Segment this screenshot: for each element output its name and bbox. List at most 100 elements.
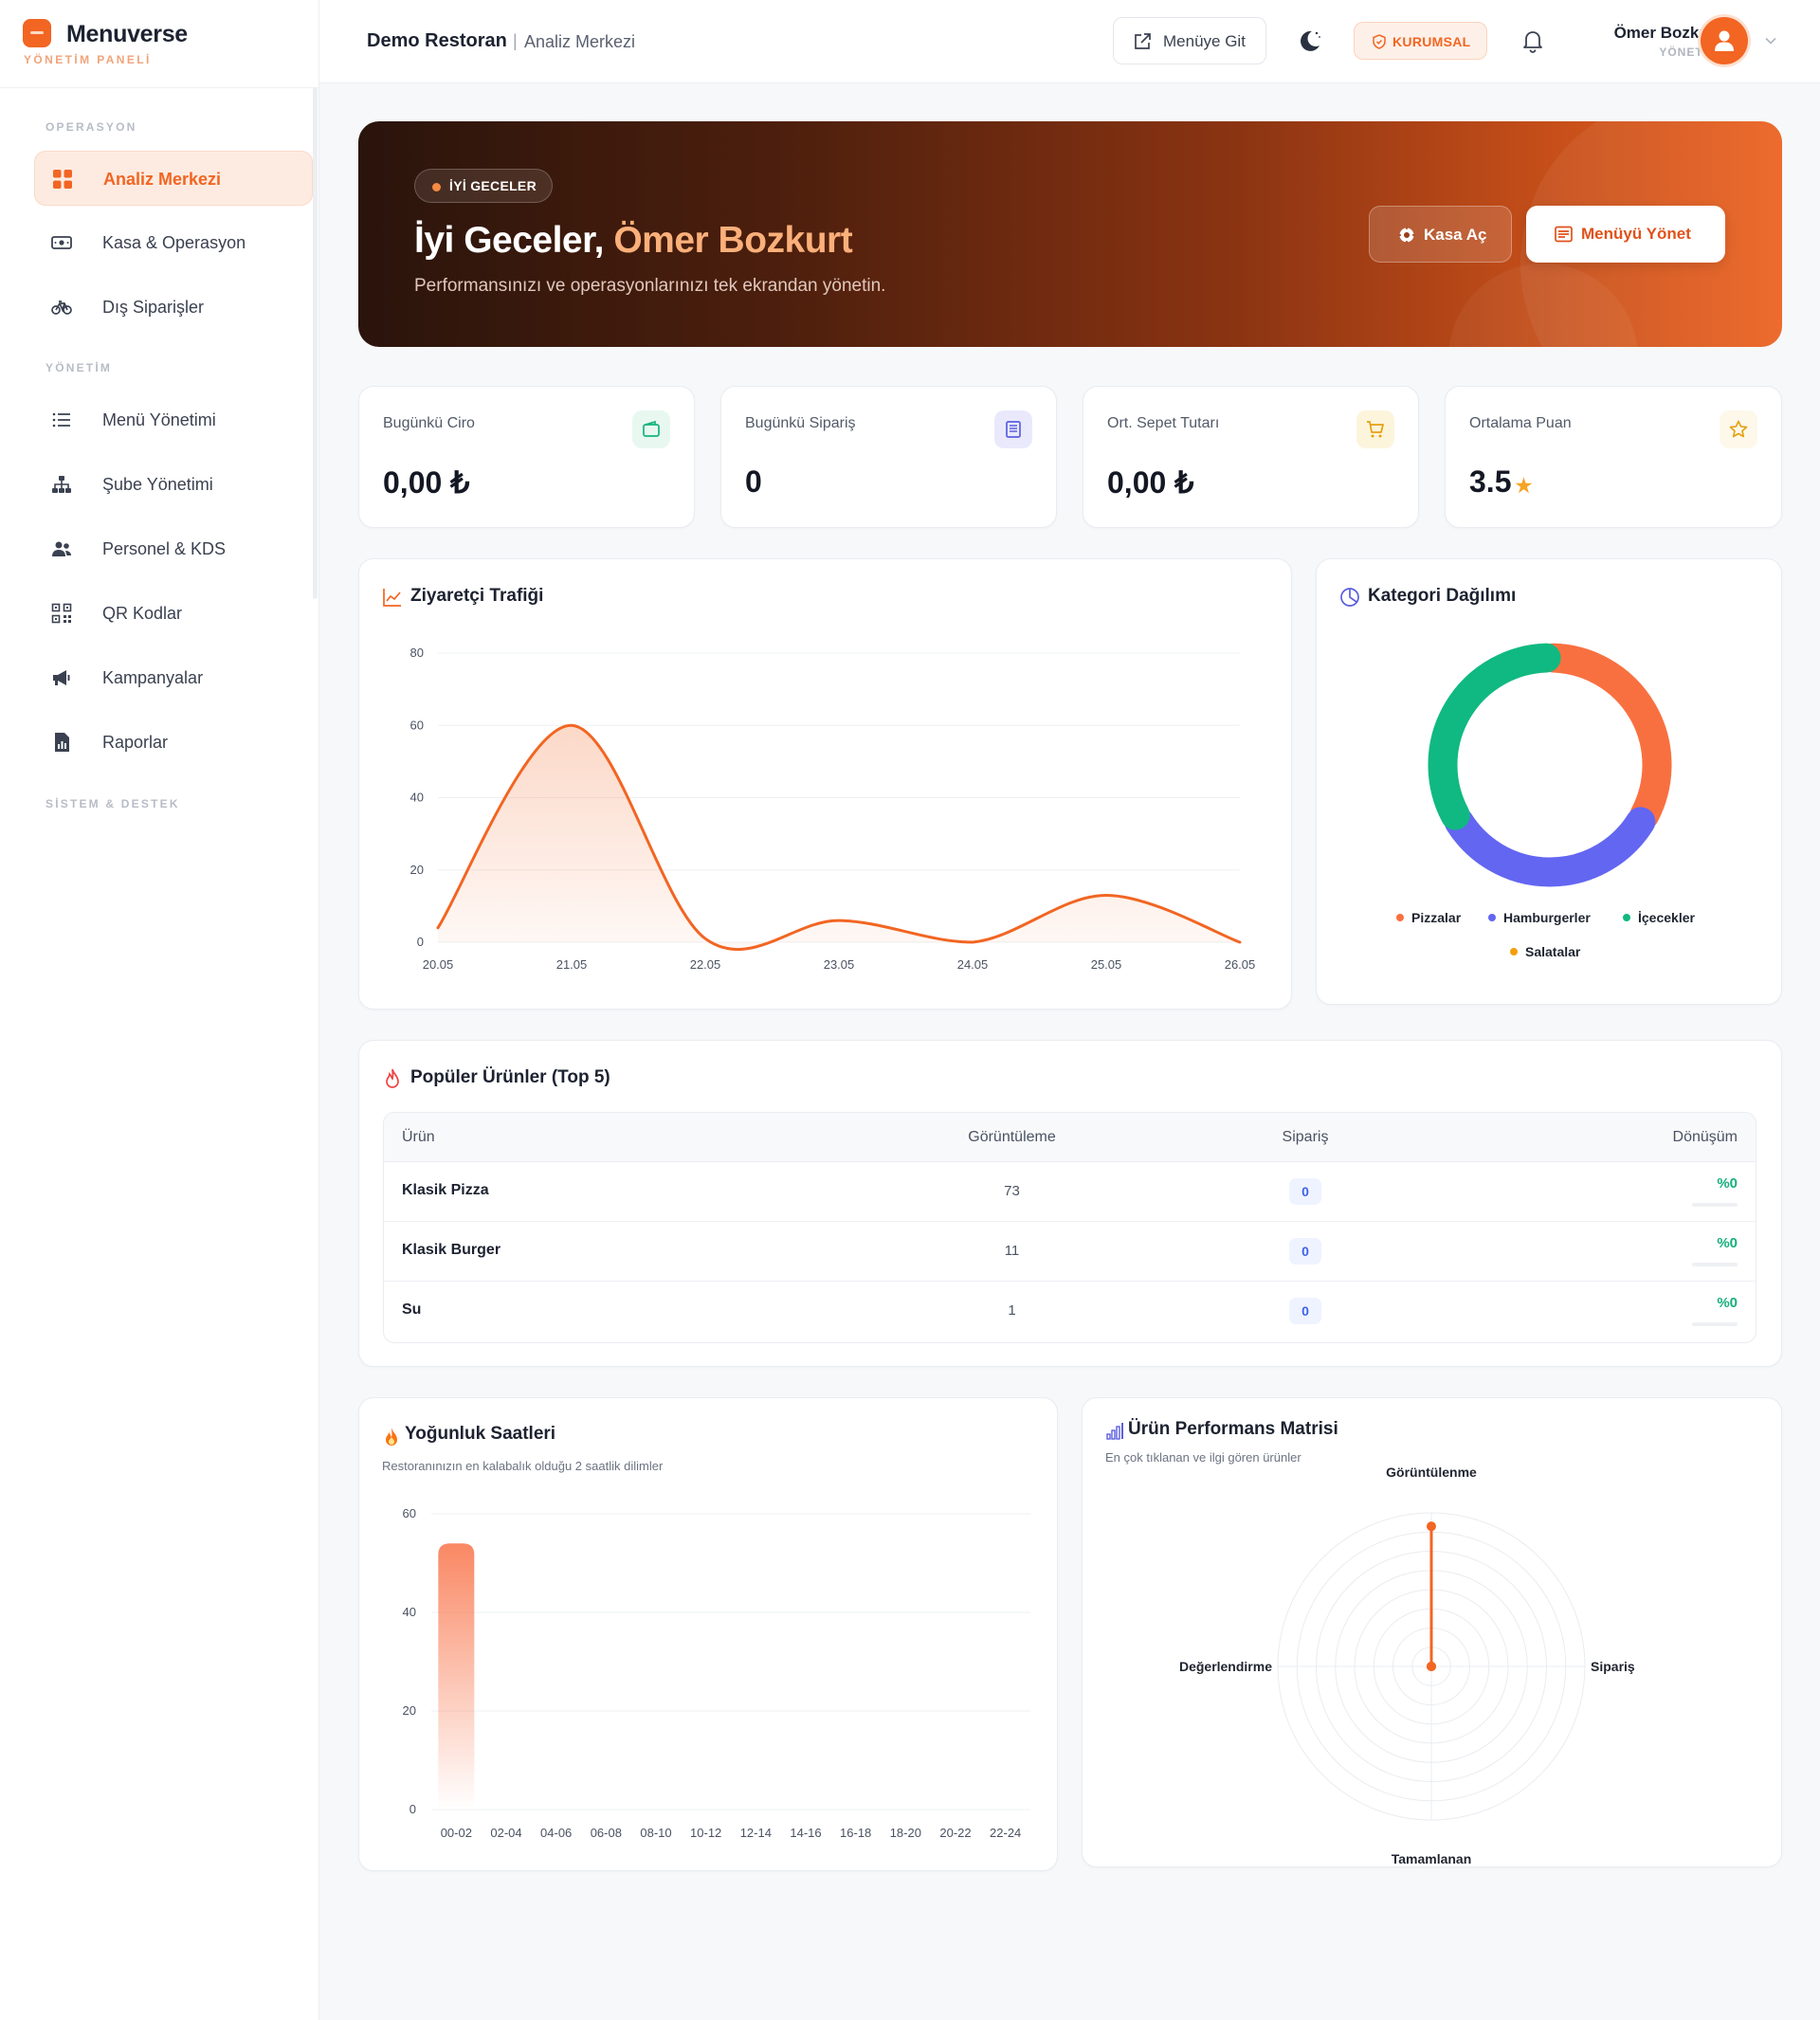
sidebar-scrollbar[interactable] — [313, 87, 318, 599]
legend-item[interactable]: Salatalar — [1510, 944, 1580, 959]
x-tick-label: 24.05 — [957, 957, 989, 972]
shield-icon — [1373, 34, 1386, 49]
card-title: Popüler Ürünler (Top 5) — [410, 1067, 610, 1087]
stat-label: Ort. Sepet Tutarı — [1107, 415, 1220, 431]
hero-title: İyi Geceler, Ömer Bozkurt — [414, 220, 853, 262]
user-name[interactable]: Ömer Bozkurt — [1613, 24, 1720, 42]
column-header-product[interactable]: Ürün — [402, 1129, 435, 1145]
open-register-button[interactable]: Kasa Aç — [1369, 206, 1512, 263]
report-icon — [55, 733, 69, 752]
sidebar-item-label: Personel & KDS — [102, 539, 227, 558]
hero-user-name: Ömer Bozkurt — [613, 220, 853, 261]
x-tick-label: 21.05 — [556, 957, 588, 972]
column-header-views[interactable]: Görüntüleme — [968, 1129, 1056, 1145]
radar-axis-label: Görüntülenme — [1386, 1465, 1477, 1480]
conversion-bar — [1692, 1203, 1738, 1207]
stat-card-rating: Ortalama Puan 3.5 ★ — [1445, 386, 1782, 528]
plan-badge-label: KURUMSAL — [1392, 34, 1471, 49]
sidebar-item-qr-kodlar[interactable]: QR Kodlar — [34, 586, 313, 641]
stat-value: 0,00 ₺ — [1107, 465, 1194, 500]
sidebar-item-personel-kds[interactable]: Personel & KDS — [34, 521, 313, 576]
brand-name: Menuverse — [66, 21, 188, 47]
chart-pie-icon — [1340, 588, 1359, 607]
sidebar-item-label: QR Kodlar — [102, 604, 183, 623]
go-to-menu-button[interactable]: Menüye Git — [1113, 17, 1266, 64]
sitemap-icon — [52, 476, 71, 493]
sidebar-item-kampanyalar[interactable]: Kampanyalar — [34, 650, 313, 705]
bicycle-icon — [51, 300, 72, 315]
manage-menu-button[interactable]: Menüyü Yönet — [1526, 206, 1725, 263]
stat-label: Ortalama Puan — [1469, 415, 1572, 431]
wallet-icon — [632, 410, 670, 448]
x-tick-label: 23.05 — [824, 957, 855, 972]
breadcrumb-restaurant[interactable]: Demo Restoran — [367, 30, 507, 51]
stat-value: 0,00 ₺ — [383, 465, 470, 500]
series-area — [438, 725, 1240, 950]
y-tick-label: 60 — [410, 718, 424, 732]
signal-bars-icon — [1106, 1423, 1123, 1440]
avatar[interactable] — [1701, 17, 1748, 64]
visitor-traffic-card: Ziyaretçi Trafiği 0 20 40 60 80 20.05 21.05 22.… — [358, 558, 1292, 1010]
sidebar-item-sube-yonetimi[interactable]: Şube Yönetimi — [34, 457, 313, 512]
sidebar-item-menu-yonetimi[interactable]: Menü Yönetimi — [34, 392, 313, 447]
stat-label: Bugünkü Ciro — [383, 415, 475, 431]
welcome-hero: İYİ GECELER İyi Geceler, Ömer Bozkurt Pe… — [358, 121, 1782, 347]
plan-badge[interactable]: KURUMSAL — [1354, 22, 1487, 60]
pie-slice — [1428, 643, 1561, 830]
legend-label: Pizzalar — [1411, 910, 1462, 925]
sidebar-item-analiz-merkezi[interactable]: Analiz Merkezi — [34, 151, 313, 206]
moon-icon[interactable] — [1294, 25, 1326, 57]
column-header-conversion[interactable]: Dönüşüm — [1672, 1129, 1738, 1145]
product-views: 73 — [1004, 1183, 1020, 1199]
sidebar-item-raporlar[interactable]: Raporlar — [34, 715, 313, 770]
cart-icon — [1356, 410, 1394, 448]
legend-item[interactable]: Hamburgerler — [1488, 910, 1591, 925]
user-role: YÖNETİCİ — [1659, 45, 1720, 59]
table-row[interactable]: Klasik Burger 11 0 %0 — [384, 1222, 1756, 1282]
sidebar-section-yonetim: YÖNETİM — [46, 361, 113, 374]
sidebar-item-kasa-operasyon[interactable]: Kasa & Operasyon — [34, 215, 313, 270]
breadcrumb-page: Analiz Merkezi — [524, 32, 636, 51]
sidebar-item-dis-siparisler[interactable]: Dış Siparişler — [34, 280, 313, 335]
busy-hours-card: Yoğunluk Saatleri Restoranınızın en kala… — [358, 1397, 1058, 1871]
y-tick-label: 40 — [410, 791, 424, 805]
product-name: Su — [402, 1301, 422, 1318]
y-tick-label: 0 — [417, 935, 424, 949]
sidebar-item-label: Raporlar — [102, 733, 169, 752]
chart-line-icon — [383, 589, 401, 607]
product-conversion: %0 — [1717, 1175, 1738, 1192]
card-title: Ziyaretçi Trafiği — [410, 586, 544, 606]
legend-item[interactable]: Pizzalar — [1396, 910, 1461, 925]
table-row[interactable]: Klasik Pizza 73 0 %0 — [384, 1162, 1756, 1222]
manage-menu-label: Menüyü Yönet — [1581, 225, 1691, 243]
x-tick-label: 14-16 — [790, 1826, 821, 1840]
fire-icon — [386, 1068, 399, 1088]
card-title: Ürün Performans Matrisi — [1128, 1419, 1338, 1439]
x-tick-label: 00-02 — [441, 1826, 472, 1840]
hero-description: Performansınızı ve operasyonlarınızı tek… — [414, 276, 886, 296]
x-tick-label: 12-14 — [740, 1826, 772, 1840]
x-tick-label: 10-12 — [690, 1826, 721, 1840]
y-tick-label: 20 — [403, 1703, 416, 1718]
gear-icon — [1398, 227, 1415, 244]
product-orders-badge: 0 — [1289, 1298, 1321, 1324]
brand-logo-icon — [23, 19, 51, 47]
product-name: Klasik Pizza — [402, 1182, 489, 1198]
column-header-orders[interactable]: Sipariş — [1282, 1129, 1329, 1145]
stat-card-revenue: Bugünkü Ciro 0,00 ₺ — [358, 386, 695, 528]
legend-item[interactable]: İçecekler — [1623, 910, 1695, 925]
breadcrumb-separator: | — [513, 31, 518, 50]
bell-icon[interactable] — [1520, 28, 1545, 53]
sidebar-item-label: Analiz Merkezi — [103, 170, 222, 189]
hero-greeting: İyi Geceler, — [414, 220, 605, 261]
chevron-down-icon[interactable] — [1764, 35, 1777, 46]
sidebar-section-operasyon: OPERASYON — [46, 120, 137, 134]
stat-card-basket: Ort. Sepet Tutarı 0,00 ₺ — [1083, 386, 1419, 528]
conversion-bar — [1692, 1263, 1738, 1266]
sidebar-divider — [0, 87, 319, 88]
radar-point — [1427, 1662, 1436, 1671]
star-icon: ★ — [1515, 476, 1533, 497]
table-row[interactable]: Su 1 0 %0 — [384, 1282, 1756, 1341]
card-title: Yoğunluk Saatleri — [405, 1424, 556, 1444]
sidebar: Menuverse YÖNETİM PANELİ OPERASYON Anali… — [0, 0, 319, 2020]
